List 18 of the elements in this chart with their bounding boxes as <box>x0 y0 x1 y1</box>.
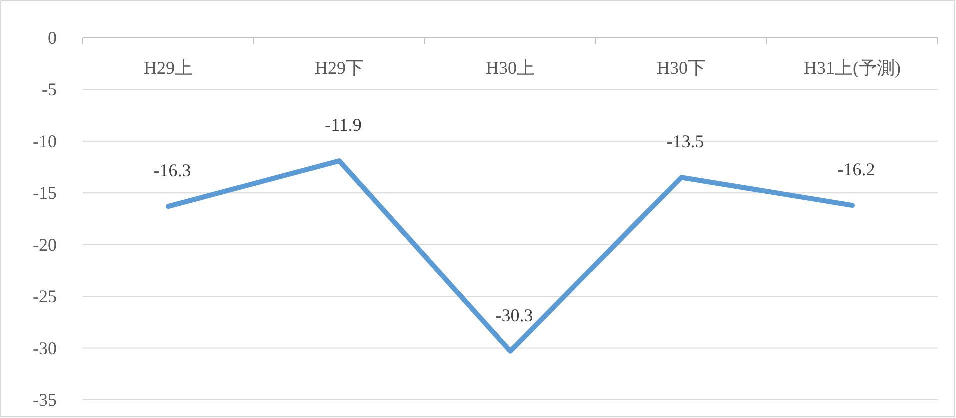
data-label: -13.5 <box>666 132 704 152</box>
x-tick-label: H30上 <box>486 58 535 78</box>
y-tick-label: 0 <box>48 28 57 48</box>
data-label: -16.2 <box>838 160 876 180</box>
y-tick-label: -35 <box>33 390 57 410</box>
y-tick-label: -30 <box>33 338 57 358</box>
data-label: -30.3 <box>496 305 534 326</box>
data-label: -16.3 <box>154 160 192 181</box>
data-label: -11.9 <box>325 115 362 136</box>
y-tick-label: -20 <box>33 234 57 255</box>
x-tick-label: H29下 <box>315 58 364 78</box>
x-tick-label: H29上 <box>144 58 193 78</box>
y-tick-label: -25 <box>33 286 57 307</box>
y-tick-label: -5 <box>42 80 57 100</box>
x-tick-label: H31上(予測) <box>804 58 901 78</box>
x-tick-label: H30下 <box>657 58 706 78</box>
y-tick-label: -10 <box>33 131 57 152</box>
y-tick-label: -15 <box>33 183 57 204</box>
